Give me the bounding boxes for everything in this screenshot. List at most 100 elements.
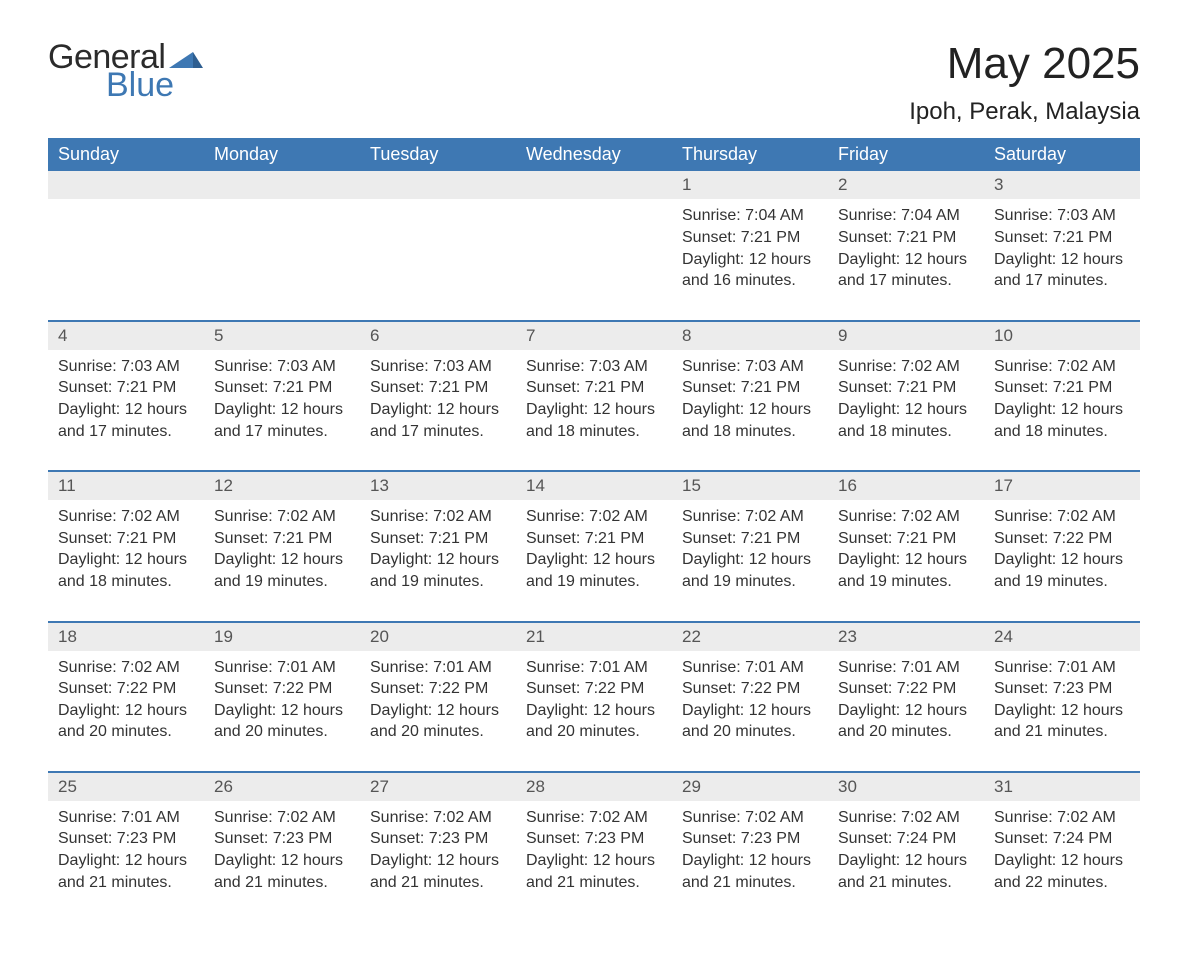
day-number: 4 bbox=[48, 322, 204, 350]
calendar: Sunday Monday Tuesday Wednesday Thursday… bbox=[48, 138, 1140, 921]
daylight-text: Daylight: 12 hours bbox=[58, 399, 194, 421]
daylight-text: and 19 minutes. bbox=[214, 571, 350, 593]
sunset-text: Sunset: 7:21 PM bbox=[682, 528, 818, 550]
daylight-text: and 20 minutes. bbox=[214, 721, 350, 743]
day-number bbox=[48, 171, 204, 199]
day-cell: Sunrise: 7:04 AMSunset: 7:21 PMDaylight:… bbox=[672, 199, 828, 319]
sunrise-text: Sunrise: 7:01 AM bbox=[682, 657, 818, 679]
daynum-strip: 25262728293031 bbox=[48, 773, 1140, 801]
day-number: 8 bbox=[672, 322, 828, 350]
day-cell: Sunrise: 7:02 AMSunset: 7:23 PMDaylight:… bbox=[204, 801, 360, 921]
day-cell bbox=[48, 199, 204, 319]
day-number: 19 bbox=[204, 623, 360, 651]
day-cell: Sunrise: 7:02 AMSunset: 7:21 PMDaylight:… bbox=[48, 500, 204, 620]
daylight-text: and 21 minutes. bbox=[58, 872, 194, 894]
sunset-text: Sunset: 7:23 PM bbox=[370, 828, 506, 850]
day-cell: Sunrise: 7:03 AMSunset: 7:21 PMDaylight:… bbox=[204, 350, 360, 470]
daylight-text: Daylight: 12 hours bbox=[838, 850, 974, 872]
sunset-text: Sunset: 7:21 PM bbox=[58, 377, 194, 399]
day-cell: Sunrise: 7:02 AMSunset: 7:21 PMDaylight:… bbox=[204, 500, 360, 620]
calendar-week: 25262728293031Sunrise: 7:01 AMSunset: 7:… bbox=[48, 771, 1140, 921]
daylight-text: Daylight: 12 hours bbox=[682, 549, 818, 571]
sunrise-text: Sunrise: 7:01 AM bbox=[370, 657, 506, 679]
day-cell: Sunrise: 7:02 AMSunset: 7:23 PMDaylight:… bbox=[672, 801, 828, 921]
weeks-container: 123Sunrise: 7:04 AMSunset: 7:21 PMDaylig… bbox=[48, 171, 1140, 921]
day-number: 2 bbox=[828, 171, 984, 199]
sunrise-text: Sunrise: 7:02 AM bbox=[838, 807, 974, 829]
daylight-text: and 16 minutes. bbox=[682, 270, 818, 292]
sunset-text: Sunset: 7:22 PM bbox=[838, 678, 974, 700]
day-cell bbox=[204, 199, 360, 319]
sunrise-text: Sunrise: 7:02 AM bbox=[58, 506, 194, 528]
daylight-text: Daylight: 12 hours bbox=[526, 700, 662, 722]
day-cell: Sunrise: 7:01 AMSunset: 7:23 PMDaylight:… bbox=[984, 651, 1140, 771]
daylight-text: Daylight: 12 hours bbox=[370, 700, 506, 722]
daylight-text: and 21 minutes. bbox=[526, 872, 662, 894]
sunset-text: Sunset: 7:21 PM bbox=[58, 528, 194, 550]
daylight-text: and 18 minutes. bbox=[526, 421, 662, 443]
daylight-text: Daylight: 12 hours bbox=[526, 399, 662, 421]
day-cell: Sunrise: 7:02 AMSunset: 7:24 PMDaylight:… bbox=[828, 801, 984, 921]
daylight-text: Daylight: 12 hours bbox=[838, 549, 974, 571]
day-cell: Sunrise: 7:02 AMSunset: 7:21 PMDaylight:… bbox=[516, 500, 672, 620]
day-cell: Sunrise: 7:03 AMSunset: 7:21 PMDaylight:… bbox=[984, 199, 1140, 319]
daylight-text: Daylight: 12 hours bbox=[214, 700, 350, 722]
sunrise-text: Sunrise: 7:02 AM bbox=[682, 506, 818, 528]
daylight-text: and 17 minutes. bbox=[58, 421, 194, 443]
day-cell: Sunrise: 7:01 AMSunset: 7:22 PMDaylight:… bbox=[672, 651, 828, 771]
sunset-text: Sunset: 7:23 PM bbox=[526, 828, 662, 850]
daylight-text: Daylight: 12 hours bbox=[994, 850, 1130, 872]
sunrise-text: Sunrise: 7:03 AM bbox=[994, 205, 1130, 227]
daylight-text: Daylight: 12 hours bbox=[370, 399, 506, 421]
sunset-text: Sunset: 7:21 PM bbox=[682, 227, 818, 249]
daylight-text: Daylight: 12 hours bbox=[526, 549, 662, 571]
day-number: 28 bbox=[516, 773, 672, 801]
header: General Blue May 2025 Ipoh, Perak, Malay… bbox=[48, 40, 1140, 126]
daylight-text: Daylight: 12 hours bbox=[58, 850, 194, 872]
weekday-header: Monday bbox=[204, 138, 360, 171]
day-number: 30 bbox=[828, 773, 984, 801]
day-cell: Sunrise: 7:02 AMSunset: 7:21 PMDaylight:… bbox=[984, 350, 1140, 470]
day-number: 10 bbox=[984, 322, 1140, 350]
sunset-text: Sunset: 7:23 PM bbox=[58, 828, 194, 850]
sunset-text: Sunset: 7:21 PM bbox=[370, 528, 506, 550]
sunset-text: Sunset: 7:23 PM bbox=[214, 828, 350, 850]
daylight-text: and 20 minutes. bbox=[682, 721, 818, 743]
day-number: 20 bbox=[360, 623, 516, 651]
daylight-text: and 19 minutes. bbox=[682, 571, 818, 593]
daylight-text: and 18 minutes. bbox=[682, 421, 818, 443]
daylight-text: and 21 minutes. bbox=[838, 872, 974, 894]
sunrise-text: Sunrise: 7:02 AM bbox=[838, 356, 974, 378]
sunset-text: Sunset: 7:21 PM bbox=[994, 227, 1130, 249]
sunset-text: Sunset: 7:22 PM bbox=[214, 678, 350, 700]
day-cell: Sunrise: 7:02 AMSunset: 7:21 PMDaylight:… bbox=[672, 500, 828, 620]
sunrise-text: Sunrise: 7:01 AM bbox=[526, 657, 662, 679]
day-number: 18 bbox=[48, 623, 204, 651]
daylight-text: Daylight: 12 hours bbox=[370, 850, 506, 872]
daylight-text: Daylight: 12 hours bbox=[370, 549, 506, 571]
day-number: 21 bbox=[516, 623, 672, 651]
daylight-text: and 18 minutes. bbox=[838, 421, 974, 443]
daylight-text: and 19 minutes. bbox=[526, 571, 662, 593]
sunrise-text: Sunrise: 7:02 AM bbox=[838, 506, 974, 528]
day-cell: Sunrise: 7:02 AMSunset: 7:23 PMDaylight:… bbox=[360, 801, 516, 921]
daylight-text: Daylight: 12 hours bbox=[994, 549, 1130, 571]
sunset-text: Sunset: 7:21 PM bbox=[838, 227, 974, 249]
daylight-text: and 20 minutes. bbox=[526, 721, 662, 743]
day-cell: Sunrise: 7:03 AMSunset: 7:21 PMDaylight:… bbox=[516, 350, 672, 470]
brand-logo: General Blue bbox=[48, 40, 203, 102]
sunrise-text: Sunrise: 7:02 AM bbox=[994, 506, 1130, 528]
day-number: 31 bbox=[984, 773, 1140, 801]
day-number: 11 bbox=[48, 472, 204, 500]
day-number: 9 bbox=[828, 322, 984, 350]
daynum-strip: 11121314151617 bbox=[48, 472, 1140, 500]
sunset-text: Sunset: 7:21 PM bbox=[526, 377, 662, 399]
sunset-text: Sunset: 7:24 PM bbox=[994, 828, 1130, 850]
sunset-text: Sunset: 7:21 PM bbox=[682, 377, 818, 399]
sunset-text: Sunset: 7:21 PM bbox=[370, 377, 506, 399]
sunrise-text: Sunrise: 7:02 AM bbox=[526, 506, 662, 528]
location-label: Ipoh, Perak, Malaysia bbox=[909, 98, 1140, 126]
sunrise-text: Sunrise: 7:01 AM bbox=[994, 657, 1130, 679]
day-number: 16 bbox=[828, 472, 984, 500]
sunset-text: Sunset: 7:21 PM bbox=[214, 377, 350, 399]
